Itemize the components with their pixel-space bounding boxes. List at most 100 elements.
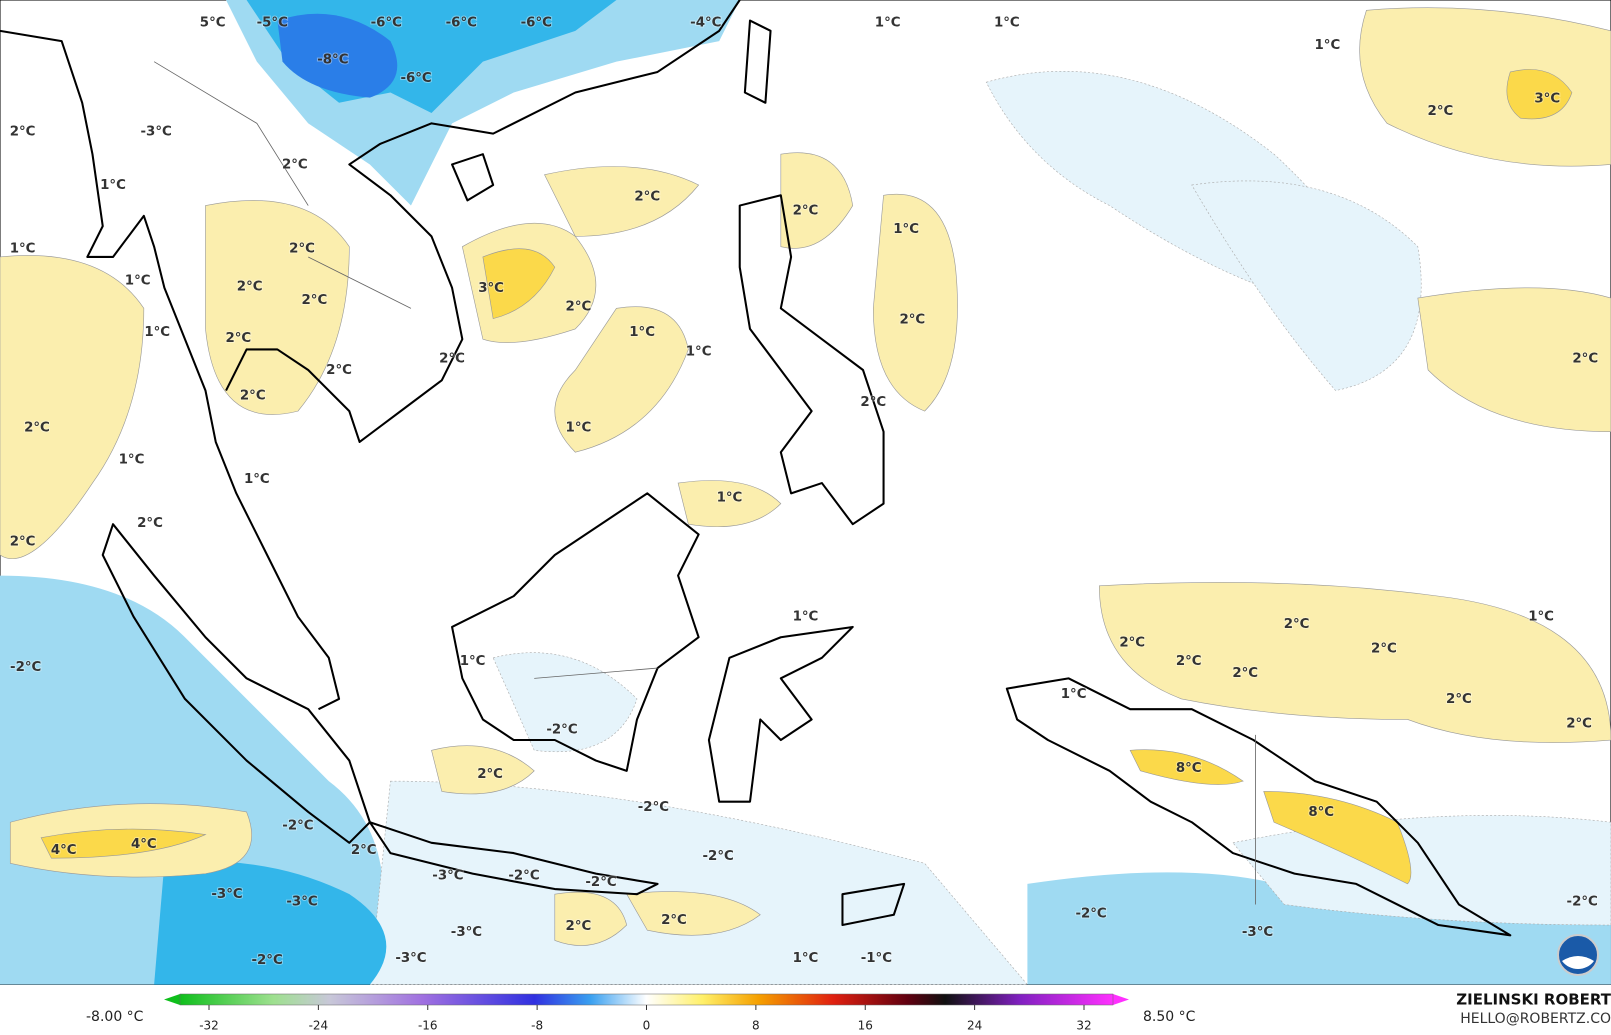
temperature-label: -2°C [251,953,282,968]
temperature-label: 2°C [1446,692,1472,707]
temperature-label: 2°C [1232,666,1258,681]
temperature-label: -2°C [282,818,313,833]
temperature-label: -2°C [1075,907,1106,922]
temperature-label: 2°C [237,280,263,295]
temperature-label: -6°C [521,16,552,31]
temperature-label: 2°C [899,313,925,328]
credit-email: HELLO@ROBERTZ.CO [1460,1011,1611,1027]
temperature-label: 1°C [1061,687,1087,702]
legend-band [0,985,1611,1035]
temperature-label: 1°C [793,951,819,966]
colorbar-max-label: 8.50 °C [1143,1009,1196,1025]
temperature-label: 2°C [566,919,592,934]
temperature-label: 2°C [860,395,886,410]
colorbar-tick-label: -16 [418,1019,438,1033]
temperature-label: -3°C [211,887,242,902]
temperature-label: 2°C [1119,635,1145,650]
temperature-label: 1°C [1528,610,1554,625]
temperature-label: 5°C [200,16,226,31]
temperature-label: -3°C [286,894,317,909]
colorbar-gradient [179,993,1114,1006]
temperature-label: -2°C [508,869,539,884]
temperature-label: 2°C [1566,717,1592,732]
temperature-label: -2°C [638,800,669,815]
colorbar-high-arrow [1113,994,1129,1005]
temperature-label: -3°C [395,951,426,966]
temperature-label: 2°C [1284,617,1310,632]
temperature-label: -5°C [257,16,288,31]
temperature-label: 1°C [566,421,592,436]
temperature-label: 1°C [10,242,36,257]
temperature-label: 2°C [10,535,36,550]
temperature-label: 2°C [282,157,308,172]
temperature-label: -8°C [317,53,348,68]
temperature-label: -3°C [432,869,463,884]
colorbar-tick-label: 8 [752,1019,760,1033]
credit-name: ZIELINSKI ROBERT [1456,991,1611,1009]
temperature-label: -2°C [546,723,577,738]
temperature-label: 1°C [1315,38,1341,53]
noaa-logo [1557,934,1599,976]
temperature-label: 3°C [1534,92,1560,107]
temperature-label: 1°C [717,490,743,505]
temperature-label: 2°C [634,189,660,204]
temperature-label: 2°C [1428,104,1454,119]
temperature-label: 2°C [240,389,266,404]
temperature-label: -1°C [861,951,892,966]
temperature-label: 1°C [686,345,712,360]
temperature-label: 2°C [1572,352,1598,367]
colorbar-tick-label: 0 [643,1019,651,1033]
temperature-label: 1°C [125,274,151,289]
temperature-label: 2°C [24,421,50,436]
temperature-label: -3°C [1242,925,1273,940]
temperature-label: 2°C [10,125,36,140]
temperature-label: -3°C [141,125,172,140]
colorbar-min-label: -8.00 °C [86,1009,144,1025]
colorbar-tick-label: -24 [309,1019,329,1033]
anomaly-fields [0,0,1611,985]
temperature-label: 2°C [137,516,163,531]
temperature-label: -3°C [451,925,482,940]
coastlines [0,0,1512,937]
colorbar-tick-label: -8 [531,1019,543,1033]
temperature-label: 2°C [793,204,819,219]
colorbar: -8.00 °C 8.50 °C -32 -24 -16 -8 0 8 16 24 32 [86,993,1196,1033]
map-canvas: 5°C -5°C -6°C -6°C -6°C -4°C 1°C 1°C -8°C -6°C 1°C… [0,0,1611,986]
temperature-label: 2°C [351,843,377,858]
temperature-label: 4°C [131,837,157,852]
temperature-label: 2°C [661,913,687,928]
temperature-label: 2°C [1371,642,1397,657]
temperature-label: 2°C [566,299,592,314]
temperature-label: 1°C [629,325,655,340]
temperature-label: 3°C [478,281,504,296]
temperature-label: 2°C [289,242,315,257]
colorbar-tick-label: 32 [1076,1019,1091,1033]
temperature-label: -6°C [371,16,402,31]
temperature-label: 4°C [51,843,77,858]
temperature-label: 8°C [1308,805,1334,820]
temperature-label: 2°C [1176,654,1202,669]
temperature-label: -2°C [703,849,734,864]
colorbar-tick-label: 16 [858,1019,873,1033]
temperature-label: 2°C [302,293,328,308]
temperature-label: 1°C [144,325,170,340]
temperature-label: -6°C [400,71,431,86]
colorbar-low-arrow [164,994,180,1005]
temperature-label: 2°C [225,331,251,346]
colorbar-tick-label: 24 [967,1019,982,1033]
temperature-label: -4°C [690,16,721,31]
temperature-label: 1°C [793,610,819,625]
temperature-label: 2°C [439,352,465,367]
temperature-label: 2°C [326,363,352,378]
temperature-label: -2°C [1567,894,1598,909]
temperature-label: 1°C [460,654,486,669]
temperature-label: 1°C [244,472,270,487]
temperature-label: -2°C [585,875,616,890]
colorbar-tick-label: -32 [199,1019,219,1033]
temperature-label: 2°C [477,767,503,782]
temperature-label: -2°C [10,660,41,675]
temperature-label: 1°C [893,222,919,237]
temperature-label: 1°C [994,16,1020,31]
